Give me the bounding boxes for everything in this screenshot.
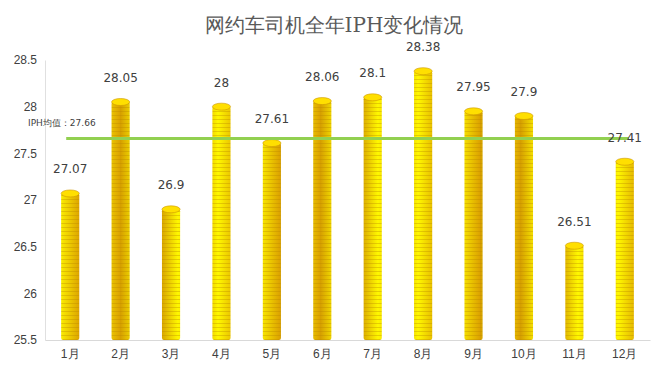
data-label: 28 [214, 76, 229, 90]
y-tick-label: 26 [24, 287, 38, 301]
x-tick: 12月 [612, 340, 637, 361]
coin-top [313, 98, 331, 105]
y-axis-line [45, 61, 46, 341]
x-tick: 5月 [263, 340, 282, 361]
data-label: 26.51 [557, 215, 591, 229]
y-tick: 26.5 [14, 240, 45, 254]
y-tick: 28.5 [14, 53, 45, 67]
x-tick: 1月 [61, 340, 80, 361]
x-axis: 1月 2月 3月 4月 5月 6月 7月 8月 9月 10月 11月 12月 [46, 340, 651, 361]
coin-top [61, 190, 79, 197]
x-tick-label: 7月 [363, 347, 382, 361]
bar [464, 111, 482, 340]
coin-top [464, 108, 482, 115]
y-tick-label: 28 [24, 100, 38, 114]
data-label: 27.9 [511, 85, 538, 99]
x-tick-label: 10月 [511, 347, 536, 361]
x-tick: 7月 [363, 340, 382, 361]
x-tick-label: 4月 [212, 347, 231, 361]
data-label: 27.61 [255, 112, 289, 126]
coin-top [414, 68, 432, 75]
x-tick-label: 8月 [414, 347, 433, 361]
bar [61, 193, 79, 340]
coin-top [515, 113, 533, 120]
data-label: 27.95 [456, 80, 490, 94]
x-tick: 8月 [414, 340, 433, 361]
y-tick: 27.5 [14, 147, 45, 161]
chart-title: 网约车司机全年IPH变化情况 [205, 13, 464, 37]
x-tick: 11月 [562, 340, 586, 361]
data-label: 28.1 [359, 66, 386, 80]
x-tick: 9月 [464, 340, 483, 361]
data-label: 27.07 [53, 162, 87, 176]
x-tick-label: 1月 [61, 347, 80, 361]
x-tick-label: 2月 [111, 347, 130, 361]
bar [212, 107, 230, 340]
y-tick: 25.5 [14, 333, 45, 347]
y-tick: 27 [24, 193, 45, 207]
bar [616, 162, 634, 340]
x-tick: 2月 [111, 340, 130, 361]
data-label: 26.9 [158, 178, 185, 192]
x-tick: 4月 [212, 340, 231, 361]
data-label: 28.06 [305, 70, 339, 84]
x-tick-label: 9月 [464, 347, 483, 361]
y-tick-label: 26.5 [14, 240, 38, 254]
coin-top [364, 94, 382, 101]
bar [364, 97, 382, 340]
y-tick: 26 [24, 287, 45, 301]
x-tick-label: 3月 [162, 347, 181, 361]
y-tick-label: 28.5 [14, 53, 38, 67]
mean-label: IPH均值：27.66 [28, 118, 96, 128]
y-tick: 28 [24, 100, 45, 114]
coin-top [263, 140, 281, 147]
bar [263, 143, 281, 340]
coin-top [112, 99, 130, 106]
coin-top [565, 242, 583, 249]
bars [61, 68, 634, 340]
y-axis: 25.5 26 26.5 27 27.5 28 28.5 [14, 53, 46, 347]
x-tick: 6月 [313, 340, 332, 361]
y-tick-label: 27.5 [14, 147, 38, 161]
bar [162, 209, 180, 340]
x-tick-label: 11月 [562, 347, 586, 361]
data-labels: 27.07 28.05 26.9 28 27.61 28.06 28.1 28.38 27.95… [53, 40, 642, 229]
x-axis-line [46, 340, 651, 341]
y-tick-label: 25.5 [14, 333, 38, 347]
bar [515, 116, 533, 340]
x-tick: 10月 [511, 340, 536, 361]
coin-top [212, 103, 230, 110]
x-tick-label: 5月 [263, 347, 282, 361]
x-tick: 3月 [162, 340, 181, 361]
mean-line [66, 137, 629, 140]
x-tick-label: 12月 [612, 347, 637, 361]
bar [565, 246, 583, 340]
y-tick-label: 27 [24, 193, 38, 207]
data-label: 28.38 [406, 40, 440, 54]
data-label: 28.05 [103, 71, 137, 85]
bar [414, 71, 432, 340]
data-label: 27.41 [608, 131, 642, 145]
coin-top [162, 206, 180, 213]
x-tick-label: 6月 [313, 347, 332, 361]
reference-line-group [66, 138, 629, 139]
coin-top [616, 158, 634, 165]
